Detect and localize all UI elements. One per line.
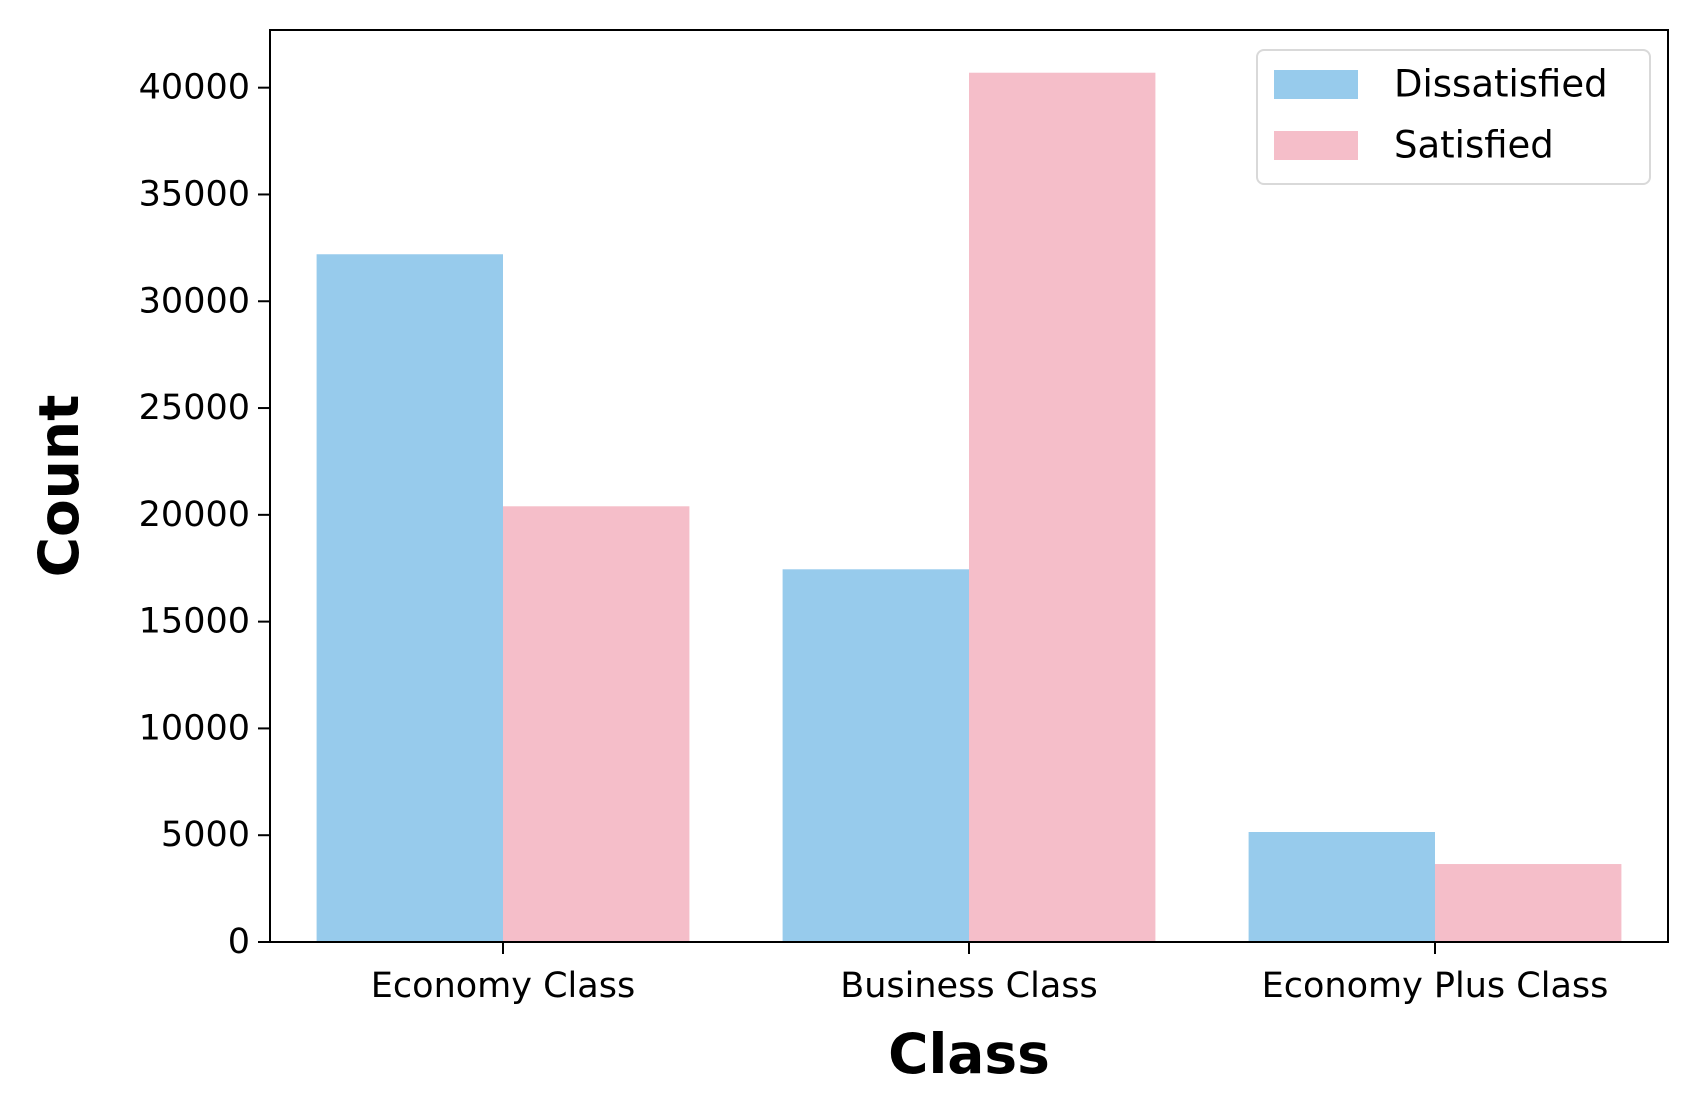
bar-dissatisfied-0 (316, 254, 503, 942)
bar-satisfied-0 (503, 506, 690, 942)
bars-layer (316, 72, 1622, 943)
y-tick-label: 40000 (139, 68, 250, 108)
y-tick-label: 35000 (139, 174, 250, 214)
y-tick-label: 5000 (161, 815, 250, 855)
y-axis: 0 5000 10000 15000 20000 25000 30000 35000 40000 (139, 68, 270, 962)
x-tick-label: Business Class (840, 966, 1098, 1006)
y-tick-label: 15000 (139, 602, 250, 642)
legend-swatch-dissatisfied (1274, 70, 1358, 99)
y-axis-title: Count (27, 395, 91, 578)
y-tick-label: 20000 (139, 495, 250, 535)
legend-label-satisfied: Satisfied (1394, 124, 1554, 167)
legend-label-dissatisfied: Dissatisfied (1394, 63, 1608, 106)
legend: Dissatisfied Satisfied (1256, 49, 1651, 185)
x-tick-label: Economy Plus Class (1262, 966, 1609, 1006)
bar-dissatisfied-1 (782, 569, 969, 942)
bar-dissatisfied-2 (1248, 832, 1435, 942)
y-tick-label: 25000 (139, 388, 250, 428)
x-axis: Economy Class Business Class Economy Plus … (371, 942, 1609, 1006)
bar-satisfied-2 (1435, 864, 1622, 942)
bar-satisfied-1 (969, 72, 1156, 943)
legend-swatch-satisfied (1274, 131, 1358, 160)
y-tick-label: 10000 (139, 708, 250, 748)
x-axis-title: Class (888, 1022, 1050, 1086)
x-tick-label: Economy Class (371, 966, 635, 1006)
y-tick-label: 0 (228, 922, 250, 962)
y-tick-label: 30000 (139, 281, 250, 321)
